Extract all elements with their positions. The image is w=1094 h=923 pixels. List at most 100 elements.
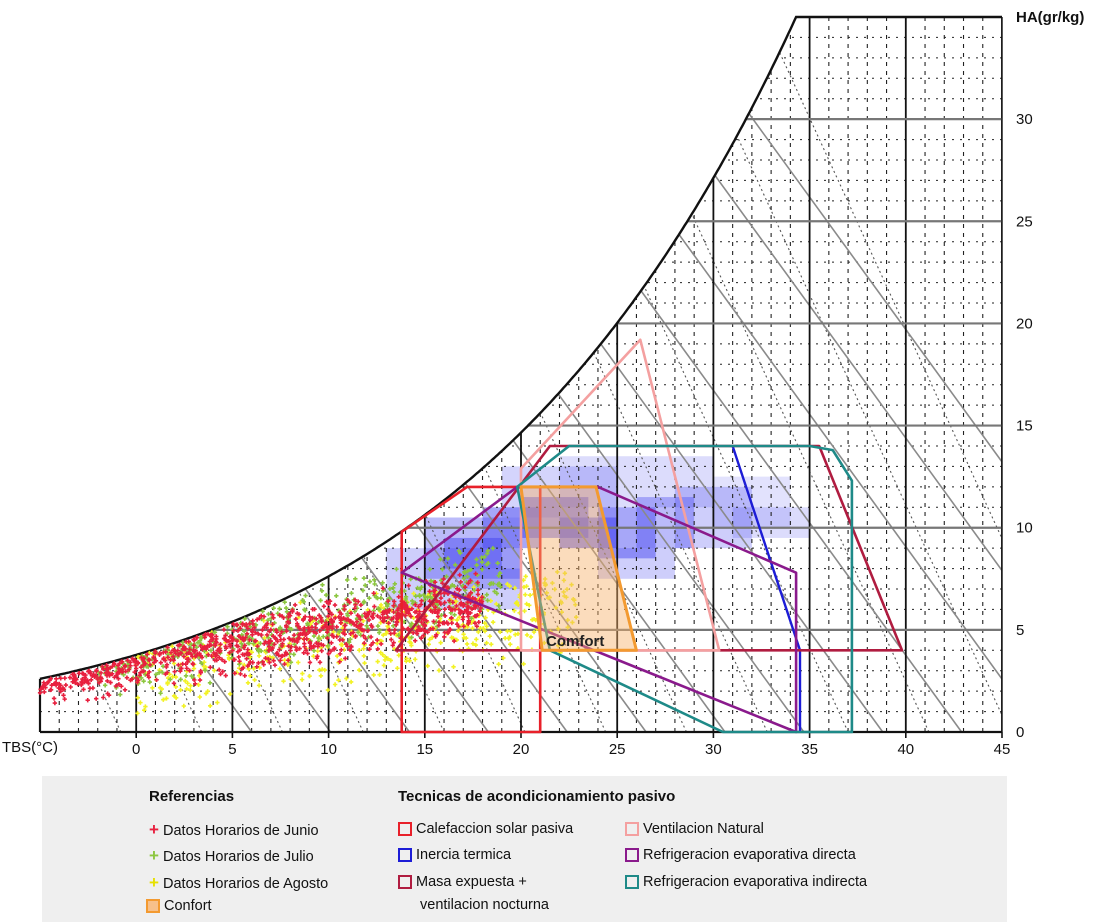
data-point xyxy=(371,611,376,616)
data-point xyxy=(289,644,294,649)
data-point xyxy=(470,626,475,631)
data-point xyxy=(113,683,119,689)
data-point xyxy=(199,661,204,666)
data-point xyxy=(466,621,471,627)
data-point xyxy=(521,661,526,667)
data-point xyxy=(147,679,152,685)
data-point xyxy=(161,650,166,655)
data-point xyxy=(449,615,454,620)
data-point xyxy=(349,591,354,596)
data-point xyxy=(290,609,295,614)
data-point xyxy=(213,641,218,647)
data-point xyxy=(427,589,432,594)
data-point xyxy=(334,653,340,659)
data-point xyxy=(440,567,445,572)
data-point xyxy=(497,571,503,576)
data-point xyxy=(387,627,392,633)
data-point xyxy=(126,667,132,672)
data-point xyxy=(262,635,267,641)
data-point xyxy=(178,650,183,656)
data-point xyxy=(515,631,521,636)
data-point xyxy=(326,643,331,649)
data-point xyxy=(442,600,447,605)
data-point xyxy=(365,628,371,633)
data-point xyxy=(106,692,112,698)
data-point xyxy=(386,620,391,626)
data-point xyxy=(278,637,283,642)
data-point xyxy=(444,585,450,591)
data-point xyxy=(355,613,360,618)
data-point xyxy=(223,673,228,678)
data-point xyxy=(194,635,200,640)
data-point xyxy=(261,662,266,667)
enthalpy-line xyxy=(762,17,1002,732)
data-point xyxy=(442,606,448,612)
data-point xyxy=(415,585,420,591)
data-point xyxy=(448,607,454,613)
data-point xyxy=(308,643,314,649)
data-point xyxy=(381,663,387,668)
data-point xyxy=(183,661,189,667)
data-point xyxy=(167,672,172,677)
data-point xyxy=(177,642,182,647)
data-point xyxy=(165,645,170,650)
data-point xyxy=(380,652,386,658)
x-tick-label: 15 xyxy=(416,741,433,758)
data-point xyxy=(95,676,100,682)
data-point xyxy=(380,618,386,624)
data-point xyxy=(250,627,255,632)
data-point xyxy=(460,583,466,588)
data-point xyxy=(483,615,488,620)
data-point xyxy=(546,595,551,601)
data-point xyxy=(311,633,317,639)
data-point xyxy=(190,661,195,666)
data-point xyxy=(77,671,82,676)
data-point xyxy=(330,619,335,625)
data-point xyxy=(465,614,471,619)
data-point xyxy=(245,647,250,652)
data-point xyxy=(42,689,47,695)
data-point xyxy=(331,629,336,635)
data-point xyxy=(482,620,488,626)
data-point xyxy=(151,660,157,665)
data-point xyxy=(100,666,106,672)
x-axis-label: TBS(°C) xyxy=(2,739,58,756)
density-block xyxy=(636,497,695,549)
data-point xyxy=(380,580,385,585)
data-point xyxy=(409,635,414,640)
data-point xyxy=(232,671,238,676)
data-point xyxy=(138,670,143,675)
data-point xyxy=(364,614,369,619)
data-point xyxy=(523,574,528,579)
x-tick-label: 30 xyxy=(705,741,722,758)
data-point xyxy=(302,631,308,636)
data-point xyxy=(48,687,53,693)
data-point xyxy=(362,583,368,588)
data-point xyxy=(278,625,283,630)
data-point xyxy=(104,667,110,672)
data-point xyxy=(260,659,265,664)
data-point xyxy=(458,550,463,556)
data-point xyxy=(311,648,317,653)
data-point xyxy=(465,604,470,610)
data-point xyxy=(116,676,121,681)
data-point xyxy=(432,580,438,585)
data-point xyxy=(337,651,343,657)
data-point xyxy=(208,665,213,670)
data-point xyxy=(330,633,335,638)
data-point xyxy=(172,648,177,653)
data-point xyxy=(133,666,139,671)
data-point xyxy=(330,626,335,631)
data-point xyxy=(419,598,424,604)
data-point xyxy=(319,648,324,654)
data-point xyxy=(422,623,428,629)
y-tick-label: 20 xyxy=(1016,315,1033,332)
data-point xyxy=(422,594,428,599)
data-point xyxy=(319,619,324,625)
data-point xyxy=(337,610,343,615)
data-point xyxy=(461,632,466,637)
data-point xyxy=(444,574,449,579)
data-point xyxy=(378,620,383,625)
data-point xyxy=(496,573,501,578)
data-point xyxy=(135,661,141,666)
